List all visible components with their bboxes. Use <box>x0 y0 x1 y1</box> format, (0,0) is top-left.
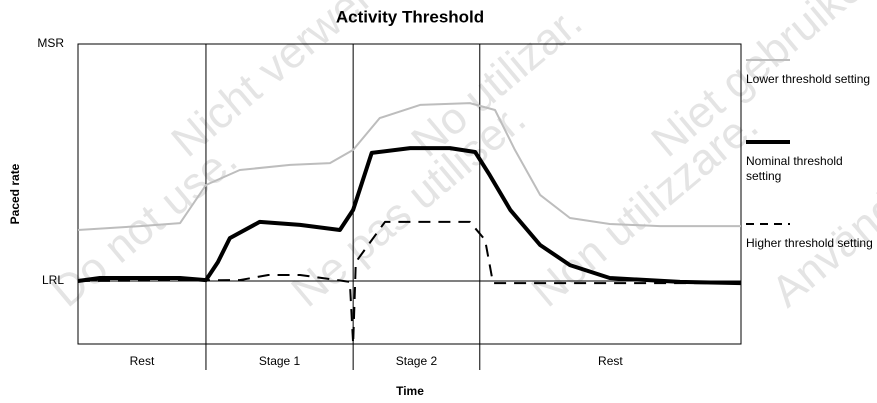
y-tick-label: LRL <box>42 273 64 287</box>
x-category-label: Rest <box>598 354 623 368</box>
y-axis-label: Paced rate <box>8 163 22 224</box>
x-category-label: Stage 2 <box>396 354 438 368</box>
chart-title: Activity Threshold <box>336 7 484 26</box>
y-tick-label: MSR <box>37 36 64 50</box>
series-line <box>77 102 741 231</box>
x-axis-label: Time <box>396 384 424 398</box>
x-category-label: Stage 1 <box>259 354 301 368</box>
x-category-label: Rest <box>130 354 155 368</box>
series-line <box>77 146 742 286</box>
legend-label: Higher threshold setting <box>746 236 873 250</box>
legend-label: Nominal threshold setting <box>746 154 843 183</box>
legend-label: Lower threshold setting <box>746 72 871 86</box>
series-line <box>77 220 741 345</box>
